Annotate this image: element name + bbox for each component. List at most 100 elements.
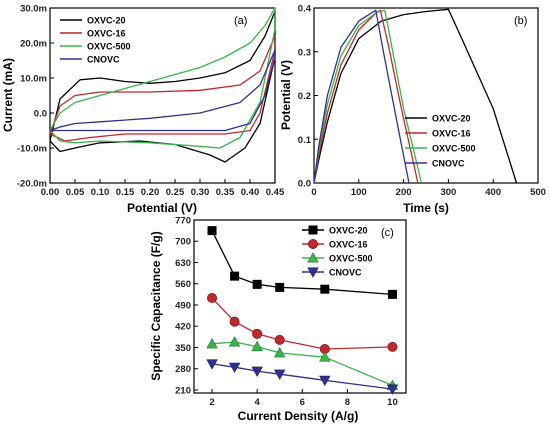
- panel-c-y-tick-label: 770: [175, 216, 191, 227]
- panel-c-data-point-cnovc: [273, 369, 286, 381]
- panel-c-legend-label-oxvc-16: OXVC-16: [329, 240, 368, 250]
- panel-a-x-tick-label: 0.15: [116, 187, 135, 198]
- panel-b-series-line-oxvc-16: [313, 9, 419, 184]
- panel-c-legend-label-oxvc-500: OXVC-500: [329, 254, 373, 264]
- panel-c-data-point-oxvc-16: [229, 316, 240, 327]
- panel-c-y-tick-label: 630: [175, 258, 191, 269]
- panel-c-data-point-cnovc: [228, 362, 241, 374]
- panel-a-series-line-oxvc-16: [49, 35, 276, 142]
- panel-c-data-point-oxvc-16: [274, 334, 285, 345]
- panel-a-y-tick-label: 30.0m: [20, 4, 47, 15]
- panel-a-series: [49, 7, 276, 163]
- panel-a-plot-frame: [49, 7, 276, 184]
- panel-b-label: (b): [514, 15, 527, 27]
- panel-c-data-point-oxvc-500: [319, 351, 331, 362]
- panel-c-y-tick-label: 280: [175, 364, 191, 375]
- panel-a-x-tick-label: 0.20: [141, 187, 160, 198]
- panel-a-x-tick-label: 0.10: [91, 187, 110, 198]
- panel-c-data-point-oxvc-16: [387, 341, 398, 352]
- panel-a-legend: OXVC-20 OXVC-16 OXVC-500 CNOVC: [60, 16, 131, 65]
- panel-b-ticks: 0 100 200 300 400 500 0.0 0.1 0.2 0.3 0.4: [298, 4, 546, 199]
- panel-c-data-point-oxvc-500: [206, 338, 218, 349]
- panel-c-data-point-oxvc-500: [228, 336, 241, 347]
- panel-c-legend-marker-oxvc-20: [308, 225, 318, 235]
- panel-b-legend-label-oxvc-20: OXVC-20: [432, 114, 471, 124]
- panel-b-y-tick-label: 0.4: [298, 4, 312, 15]
- panel-c-legend: OXVC-20 OXVC-16 OXVC-500 CNOVC: [302, 226, 373, 278]
- panel-c-y-tick-label: 210: [175, 385, 191, 396]
- panel-a-y-axis-label: Current (mA): [1, 58, 15, 132]
- panel-b-x-tick-label: 500: [530, 187, 546, 198]
- panel-c-data-point-oxvc-500: [273, 347, 286, 358]
- panel-b-plot-frame: [313, 7, 539, 184]
- panel-c-series-line-oxvc-16: [211, 297, 393, 350]
- panel-c-y-tick-label: 560: [175, 279, 191, 290]
- panel-a-x-tick-label: 0.35: [216, 187, 235, 198]
- panel-c-y-tick-label: 490: [175, 300, 191, 311]
- panel-c-data-point-cnovc: [251, 366, 263, 377]
- panel-c-data-point-oxvc-20: [252, 279, 262, 289]
- panel-c-data-point-oxvc-20: [387, 289, 397, 299]
- panel-b-x-tick-label: 300: [440, 187, 456, 198]
- panel-c-x-tick-label: 10: [387, 397, 398, 408]
- panel-c-series-line-oxvc-500: [211, 341, 393, 387]
- panel-c-legend-marker-oxvc-500: [307, 252, 319, 263]
- panel-b-legend-label-oxvc-500: OXVC-500: [432, 144, 476, 154]
- panel-b-gcd-chart: (b) Time (s) Potential (V) 0 100 200 300 400…: [279, 4, 546, 216]
- panel-a-legend-label-oxvc-20: OXVC-20: [87, 16, 126, 26]
- panel-c-data-point-oxvc-20: [207, 226, 217, 236]
- panel-a-x-tick-label: 0.40: [241, 187, 260, 198]
- panel-b-series-line-cnovc: [313, 9, 410, 184]
- panel-c-y-tick-label: 700: [175, 237, 191, 248]
- panel-a-y-tick-label: 10.0m: [20, 74, 47, 85]
- panel-b-series-line-oxvc-20: [313, 8, 518, 184]
- panel-c-legend-marker-cnovc: [307, 267, 319, 278]
- panel-c-x-axis-label: Current Density (A/g): [238, 409, 359, 423]
- panel-b-legend: OXVC-20 OXVC-16 OXVC-500 CNOVC: [405, 114, 476, 169]
- panel-b-y-tick-label: 0.2: [298, 91, 311, 102]
- panel-a-x-axis-label: Potential (V): [127, 201, 197, 215]
- panel-a-legend-label-cnovc: CNOVC: [87, 55, 120, 65]
- panel-b-x-axis-label: Time (s): [403, 201, 449, 215]
- panel-b-legend-label-oxvc-16: OXVC-16: [432, 129, 471, 139]
- panel-c-data-point-oxvc-20: [230, 271, 240, 281]
- panel-c-data-point-oxvc-16: [207, 293, 218, 304]
- panel-c-data-point-oxvc-500: [251, 340, 263, 352]
- panel-c-series: [206, 226, 399, 395]
- panel-c-label: (c): [381, 227, 394, 239]
- panel-c-legend-label-oxvc-20: OXVC-20: [329, 226, 368, 236]
- panel-b-y-tick-label: 0.3: [298, 47, 311, 58]
- panel-b-x-tick-label: 200: [396, 187, 412, 198]
- panel-c-y-tick-label: 350: [175, 343, 191, 354]
- panel-c-data-point-cnovc: [319, 375, 331, 387]
- panel-c-series-line-oxvc-20: [211, 230, 393, 296]
- panel-c-ticks: 2 4 6 8 10 210 280 350 420 490 560 630 700 770: [175, 216, 398, 409]
- panel-a-series-line-cnovc: [49, 49, 276, 132]
- panel-c-series-line-cnovc: [211, 363, 393, 390]
- panel-c-x-tick-label: 4: [255, 397, 261, 408]
- panel-c-y-axis-label: Specific Capacitance (F/g): [149, 231, 163, 380]
- panel-a-legend-label-oxvc-16: OXVC-16: [87, 29, 126, 39]
- panel-a-legend-label-oxvc-500: OXVC-500: [87, 42, 131, 52]
- panel-c-x-tick-label: 6: [300, 397, 305, 408]
- panel-c-data-point-oxvc-16: [252, 328, 263, 339]
- panel-b-y-axis-label: Potential (V): [279, 60, 293, 130]
- panel-b-x-tick-label: 100: [351, 187, 367, 198]
- panel-b-x-tick-label: 400: [485, 187, 501, 198]
- panel-c-x-tick-label: 2: [209, 397, 214, 408]
- panel-a-cv-chart: (a) Potential (V) Current (mA) 0.00 0.05 0…: [1, 4, 285, 216]
- panel-b-legend-label-cnovc: CNOVC: [432, 159, 465, 169]
- panel-a-x-tick-label: 0.05: [66, 187, 85, 198]
- panel-a-series-line-oxvc-20: [49, 10, 276, 163]
- panel-a-label: (a): [234, 15, 247, 27]
- panel-c-data-point-oxvc-20: [320, 284, 330, 294]
- panel-b-series-line-oxvc-500: [313, 9, 423, 184]
- panel-c-x-tick-label: 8: [345, 397, 350, 408]
- panel-c-data-point-cnovc: [206, 359, 218, 370]
- panel-a-y-tick-label: 0.0: [34, 109, 47, 120]
- panel-a-x-tick-label: 0.30: [191, 187, 210, 198]
- panel-c-plot-frame: [193, 219, 407, 394]
- panel-c-capacitance-chart: (c) Current Density (A/g) Specific Capac…: [149, 216, 407, 423]
- panel-c-data-point-oxvc-20: [275, 282, 285, 292]
